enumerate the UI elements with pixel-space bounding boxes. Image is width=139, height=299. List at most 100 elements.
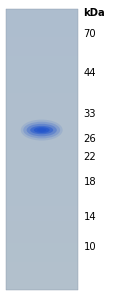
Bar xyxy=(6,41,78,42)
Bar xyxy=(6,278,78,279)
Bar xyxy=(6,259,78,260)
Bar xyxy=(6,273,78,274)
Bar xyxy=(6,219,78,220)
Bar xyxy=(6,137,78,138)
Bar xyxy=(6,20,78,21)
Bar xyxy=(6,184,78,185)
Bar xyxy=(6,262,78,263)
Bar xyxy=(6,266,78,267)
Bar xyxy=(6,170,78,171)
Bar xyxy=(6,231,78,232)
Bar xyxy=(6,82,78,83)
Bar xyxy=(6,238,78,239)
Bar xyxy=(6,151,78,152)
Bar xyxy=(6,21,78,22)
Bar xyxy=(6,264,78,265)
Bar xyxy=(6,188,78,189)
Bar xyxy=(6,150,78,151)
Bar xyxy=(6,229,78,230)
Bar xyxy=(6,59,78,60)
Ellipse shape xyxy=(27,124,57,136)
Bar xyxy=(6,95,78,96)
Bar xyxy=(6,227,78,228)
Bar xyxy=(6,280,78,281)
Bar xyxy=(6,230,78,231)
Bar xyxy=(6,156,78,157)
Bar xyxy=(6,132,78,133)
Bar xyxy=(6,30,78,31)
Bar xyxy=(6,72,78,73)
Bar xyxy=(6,130,78,131)
Bar xyxy=(6,214,78,215)
Bar xyxy=(6,246,78,247)
Bar xyxy=(6,74,78,75)
Bar xyxy=(6,9,78,10)
Bar xyxy=(6,255,78,256)
Bar xyxy=(6,107,78,108)
Bar xyxy=(6,186,78,187)
Bar xyxy=(6,111,78,112)
Bar xyxy=(6,14,78,15)
Bar xyxy=(6,177,78,178)
Bar xyxy=(6,11,78,12)
Bar xyxy=(6,87,78,88)
Bar xyxy=(6,86,78,87)
Bar xyxy=(6,22,78,23)
Bar xyxy=(6,216,78,217)
Bar xyxy=(6,44,78,45)
Bar xyxy=(6,247,78,248)
Bar xyxy=(6,281,78,282)
Bar xyxy=(6,36,78,37)
Bar xyxy=(6,282,78,283)
Bar xyxy=(6,276,78,277)
Bar xyxy=(6,236,78,237)
Bar xyxy=(6,10,78,11)
Bar xyxy=(6,25,78,26)
Bar xyxy=(6,61,78,62)
Bar xyxy=(6,140,78,141)
Bar xyxy=(6,128,78,129)
Bar xyxy=(6,47,78,48)
Bar xyxy=(6,109,78,110)
Bar xyxy=(6,192,78,193)
Bar xyxy=(6,161,78,162)
Bar xyxy=(6,35,78,36)
Bar xyxy=(6,121,78,122)
Bar xyxy=(6,149,78,150)
Bar xyxy=(6,163,78,164)
Bar xyxy=(6,202,78,203)
Bar xyxy=(6,80,78,81)
Bar xyxy=(6,263,78,264)
Bar xyxy=(6,212,78,213)
Bar xyxy=(6,155,78,156)
Bar xyxy=(6,272,78,273)
Bar xyxy=(6,53,78,54)
Bar xyxy=(6,52,78,53)
Ellipse shape xyxy=(37,128,46,132)
Bar xyxy=(6,284,78,285)
Bar xyxy=(6,144,78,145)
Bar xyxy=(6,136,78,137)
Bar xyxy=(6,277,78,278)
Bar xyxy=(6,210,78,211)
Bar xyxy=(6,40,78,41)
Bar xyxy=(6,217,78,218)
Bar xyxy=(6,288,78,289)
Text: 26: 26 xyxy=(83,134,96,144)
Bar xyxy=(6,34,78,35)
Bar xyxy=(6,207,78,208)
Bar xyxy=(6,83,78,84)
Bar xyxy=(6,183,78,184)
Bar xyxy=(6,65,78,66)
Bar xyxy=(6,81,78,82)
Bar xyxy=(6,193,78,194)
Ellipse shape xyxy=(34,127,50,133)
Bar xyxy=(6,27,78,28)
Bar xyxy=(6,173,78,174)
Bar xyxy=(6,126,78,127)
Bar xyxy=(6,88,78,89)
Text: kDa: kDa xyxy=(83,8,105,19)
Bar xyxy=(6,42,78,43)
Bar xyxy=(6,159,78,160)
Bar xyxy=(6,226,78,227)
